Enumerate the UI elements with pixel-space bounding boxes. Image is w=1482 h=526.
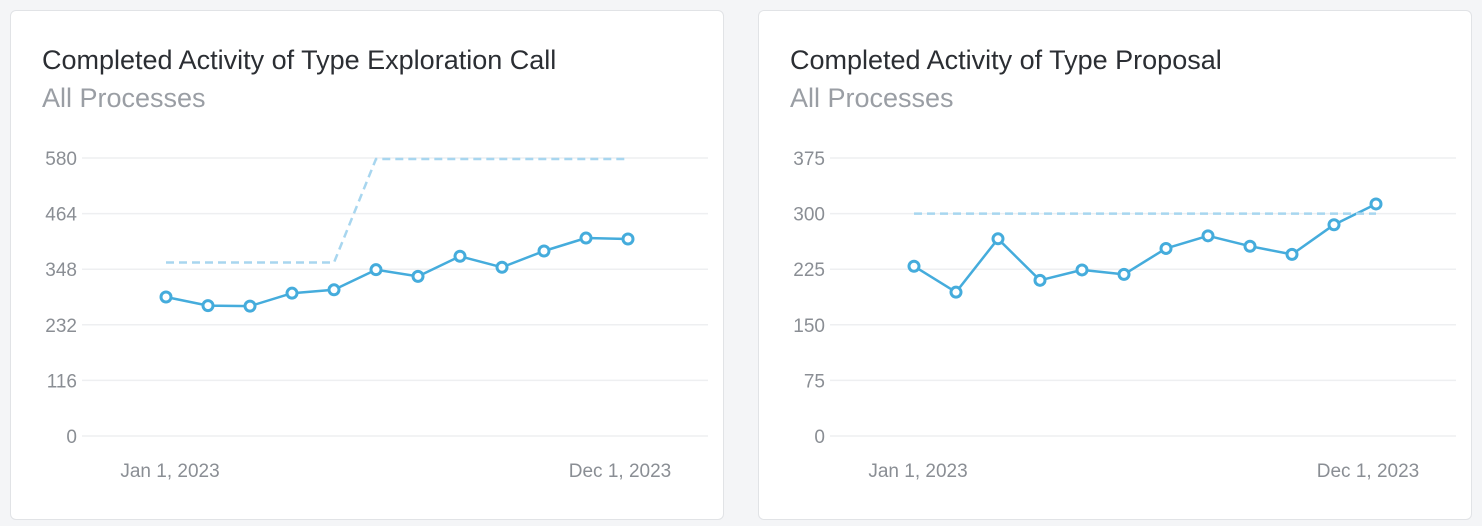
- data-point[interactable]: [159, 290, 173, 304]
- data-point[interactable]: [621, 232, 635, 246]
- y-tick-label: 300: [793, 205, 825, 226]
- data-point[interactable]: [1201, 229, 1215, 243]
- data-point[interactable]: [1285, 247, 1299, 261]
- data-point[interactable]: [243, 299, 257, 313]
- data-point[interactable]: [495, 260, 509, 274]
- chart-title: Completed Activity of Type Exploration C…: [42, 45, 557, 75]
- data-point[interactable]: [1159, 241, 1173, 255]
- data-point[interactable]: [579, 231, 593, 245]
- data-point[interactable]: [1327, 218, 1341, 232]
- data-point[interactable]: [537, 244, 551, 258]
- chart-subtitle: All Processes: [42, 83, 206, 113]
- line-chart-exploration-call: 0 116 232 348 464 580 Jan 1, 2023 Dec 1, 2023: [45, 149, 708, 482]
- x-tick-label: Dec 1, 2023: [569, 461, 671, 482]
- data-point[interactable]: [991, 232, 1005, 246]
- chart-subtitle: All Processes: [790, 83, 954, 113]
- y-tick-label: 75: [804, 371, 825, 392]
- data-point[interactable]: [1243, 239, 1257, 253]
- data-point[interactable]: [285, 286, 299, 300]
- y-tick-label: 580: [45, 149, 77, 170]
- y-tick-label: 232: [45, 316, 77, 337]
- x-tick-label: Jan 1, 2023: [868, 461, 967, 482]
- data-point[interactable]: [1369, 197, 1383, 211]
- data-point[interactable]: [1033, 273, 1047, 287]
- data-point[interactable]: [1117, 267, 1131, 281]
- y-tick-label: 375: [793, 149, 825, 170]
- y-tick-label: 116: [47, 371, 77, 392]
- y-tick-label: 348: [45, 260, 77, 281]
- series-line: [913, 202, 1377, 294]
- x-tick-label: Jan 1, 2023: [120, 461, 219, 482]
- data-point[interactable]: [201, 299, 215, 313]
- target-dashed-line: [166, 157, 628, 264]
- chart-card-proposal: Completed Activity of Type Proposal All …: [758, 10, 1472, 520]
- data-point[interactable]: [907, 259, 921, 273]
- y-tick-label: 0: [814, 427, 825, 448]
- data-point[interactable]: [453, 249, 467, 263]
- data-point[interactable]: [1075, 263, 1089, 277]
- x-tick-label: Dec 1, 2023: [1317, 461, 1419, 482]
- data-point[interactable]: [327, 283, 341, 297]
- data-point[interactable]: [411, 269, 425, 283]
- chart-card-exploration-call: Completed Activity of Type Exploration C…: [10, 10, 724, 520]
- chart-title: Completed Activity of Type Proposal: [790, 45, 1222, 75]
- y-tick-label: 0: [66, 427, 77, 448]
- series-line: [165, 236, 629, 308]
- y-tick-label: 464: [45, 205, 77, 226]
- y-tick-label: 150: [793, 316, 825, 337]
- line-chart-proposal: 0 75 150 225 300 375 Jan 1, 2023 Dec 1, 2023: [793, 149, 1456, 482]
- data-point[interactable]: [369, 263, 383, 277]
- y-tick-label: 225: [793, 260, 825, 281]
- data-point[interactable]: [949, 285, 963, 299]
